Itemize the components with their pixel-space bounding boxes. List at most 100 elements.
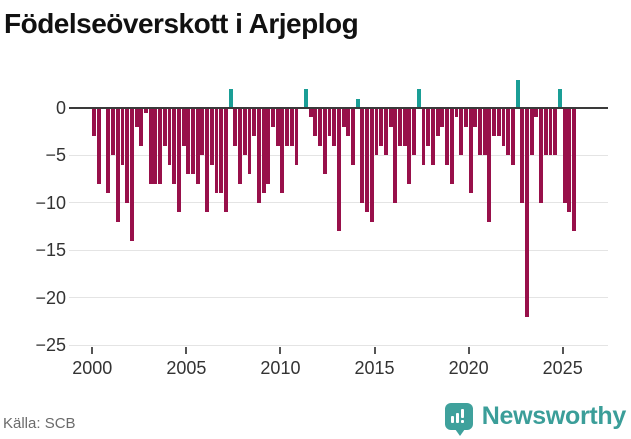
quarter-bar — [111, 108, 115, 156]
quarter-bar — [393, 108, 398, 203]
quarter-bar — [525, 108, 529, 317]
quarter-bar — [134, 108, 139, 127]
quarter-bar — [398, 108, 402, 146]
x-axis-tick-label: 2020 — [448, 358, 489, 378]
quarter-bar — [195, 108, 200, 184]
quarter-bar — [219, 108, 224, 194]
quarter-bar — [478, 108, 482, 156]
quarter-bar — [172, 108, 177, 184]
bar-chart-badge-icon — [444, 403, 473, 436]
quarter-bar — [181, 108, 186, 146]
quarter-bar — [539, 108, 544, 203]
quarter-bar — [238, 108, 242, 184]
y-axis-tick-label: −15 — [35, 240, 66, 261]
quarter-bar — [492, 108, 497, 137]
quarter-bar — [543, 108, 548, 156]
quarter-bar — [115, 108, 120, 222]
quarter-bar — [275, 108, 280, 146]
quarter-bar — [468, 108, 473, 194]
quarter-bar — [369, 108, 374, 222]
quarter-bar — [214, 108, 219, 194]
quarter-bar — [125, 108, 130, 203]
quarter-bar — [191, 108, 195, 175]
quarter-bar — [252, 108, 257, 137]
quarter-bar — [186, 108, 191, 175]
quarter-bar — [332, 108, 337, 146]
quarter-bar — [289, 108, 294, 146]
quarter-bar — [209, 108, 214, 165]
x-axis-tick-label: 2015 — [354, 358, 395, 378]
quarter-bar — [435, 108, 440, 137]
quarter-bar — [407, 108, 412, 184]
quarter-bar — [515, 79, 520, 108]
quarter-bar — [501, 108, 506, 146]
quarter-bar — [346, 108, 351, 137]
quarter-bar — [529, 108, 534, 156]
quarter-bar — [402, 108, 407, 146]
quarter-bar — [266, 108, 271, 184]
quarter-bar — [322, 108, 327, 175]
quarter-bar — [567, 108, 572, 213]
quarter-bar — [97, 108, 101, 184]
quarter-bar — [120, 108, 125, 165]
y-axis-tick-label: −10 — [35, 192, 66, 213]
quarter-bar — [351, 108, 355, 165]
quarter-bar — [327, 108, 332, 137]
quarter-bar — [233, 108, 238, 146]
quarter-bar — [557, 89, 562, 108]
quarter-bar — [360, 108, 365, 203]
x-axis-tick-label: 2005 — [166, 358, 207, 378]
quarter-bar — [167, 108, 172, 165]
quarter-bar — [139, 108, 144, 146]
x-axis-tick — [561, 347, 564, 354]
quarter-bar — [224, 108, 228, 213]
y-gridline — [69, 344, 608, 346]
y-axis-tick-label: −20 — [35, 287, 66, 308]
x-axis-tick-label: 2010 — [260, 358, 301, 378]
quarter-bar — [496, 108, 501, 137]
quarter-bar — [506, 108, 511, 156]
y-gridline — [69, 297, 608, 299]
x-axis-tick — [467, 347, 470, 354]
quarter-bar — [158, 108, 163, 184]
quarter-bar — [153, 108, 158, 184]
quarter-bar — [303, 89, 308, 108]
quarter-bar — [341, 108, 346, 127]
quarter-bar — [548, 108, 553, 156]
brand-wordmark: Newsworthy — [481, 402, 627, 430]
newsworthy-logo[interactable]: Newsworthy — [444, 402, 627, 436]
page-title: Födelseöverskott i Arjeplog — [4, 8, 359, 39]
quarter-bar — [374, 108, 379, 156]
quarter-bar — [242, 108, 247, 156]
quarter-bar — [454, 108, 459, 118]
quarter-bar — [355, 98, 360, 108]
quarter-bar — [379, 108, 384, 146]
quarter-bar — [228, 89, 233, 108]
quarter-bar — [336, 108, 341, 232]
x-axis-tick-label: 2025 — [542, 358, 583, 378]
quarter-bar — [313, 108, 318, 137]
quarter-bar — [430, 108, 435, 165]
quarter-bar — [308, 108, 313, 118]
quarter-bar — [205, 108, 210, 213]
y-axis-tick-label: 0 — [55, 98, 66, 118]
y-axis-tick-label: −5 — [45, 145, 66, 166]
quarter-bar — [510, 108, 515, 165]
quarter-bar — [388, 108, 393, 127]
quarter-bar — [562, 108, 567, 203]
quarter-bar — [271, 108, 275, 127]
quarter-bar — [256, 108, 261, 203]
quarter-bar — [365, 108, 370, 213]
quarter-bar — [445, 108, 449, 165]
quarter-bar — [416, 89, 421, 108]
quarter-bar — [412, 108, 417, 156]
x-axis-tick-label: 2000 — [72, 358, 113, 378]
zero-axis-line — [69, 106, 608, 109]
quarter-bar — [487, 108, 492, 222]
quarter-bar — [482, 108, 487, 156]
quarter-bar — [520, 108, 525, 203]
quarter-bar — [463, 108, 468, 127]
quarter-bar — [261, 108, 266, 194]
x-axis-tick — [279, 347, 282, 354]
quarter-bar — [200, 108, 205, 156]
